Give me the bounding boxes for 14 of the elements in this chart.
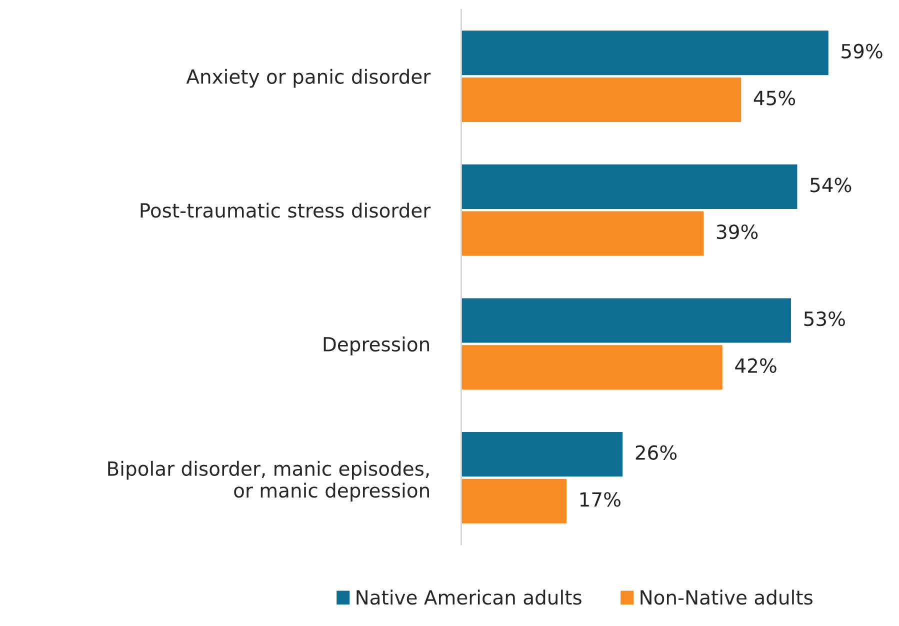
y-tick-label: Anxiety or panic disorder — [186, 68, 431, 88]
data-label: 53% — [804, 311, 845, 326]
data-label: 54% — [810, 178, 852, 192]
data-label: 39% — [716, 224, 758, 240]
data-label: 42% — [735, 358, 776, 373]
data-label: 17% — [580, 492, 620, 507]
data-label: 45% — [754, 90, 796, 106]
legend-label: Native American adults — [356, 590, 582, 605]
y-tick-label: Bipolar disorder, manic episodes, or manic depression — [108, 460, 429, 502]
legend-label: Non-Native adults — [640, 590, 812, 605]
data-label: 26% — [636, 445, 677, 460]
y-tick-label: Post-traumatic stress disorder — [140, 202, 431, 218]
y-tick-label: Depression — [324, 336, 429, 356]
data-label: 59% — [842, 44, 882, 59]
